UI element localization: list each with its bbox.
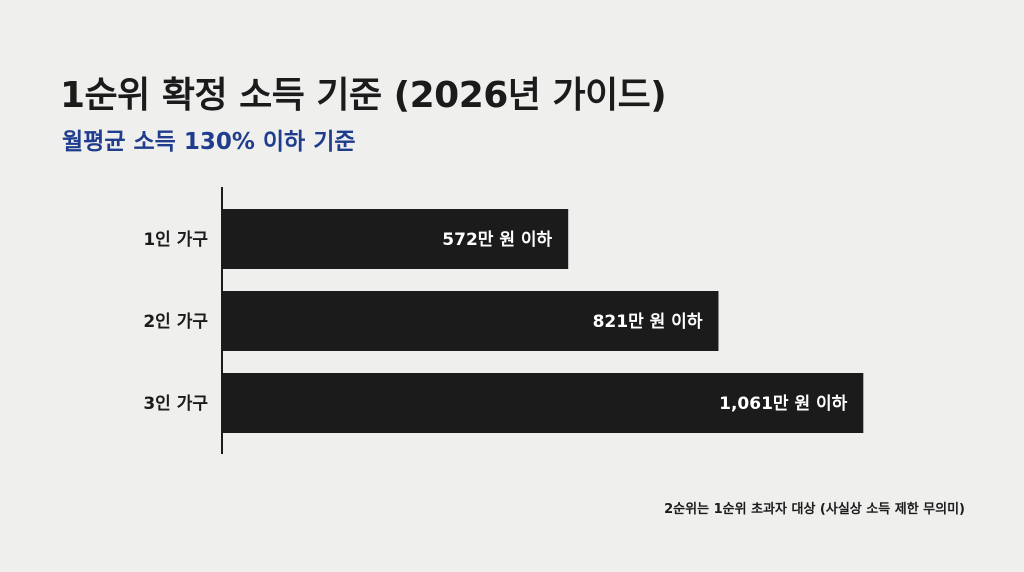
chart-subtitle: 월평균 소득 130% 이하 기준	[62, 129, 356, 155]
chart-title: 1순위 확정 소득 기준 (2026년 가이드)	[60, 75, 667, 116]
bar-3	[223, 373, 864, 433]
bar-value-label: 821만 원 이하	[593, 312, 703, 332]
category-label: 2인 가구	[143, 312, 208, 332]
bar-2	[223, 291, 719, 351]
footnote: 2순위는 1순위 초과자 대상 (사실상 소득 제한 무의미)	[664, 502, 965, 517]
bar-value-label: 1,061만 원 이하	[719, 394, 848, 414]
bar-value-label: 572만 원 이하	[442, 230, 552, 250]
category-label: 3인 가구	[143, 394, 208, 414]
category-label: 1인 가구	[143, 230, 208, 250]
bar-1	[223, 209, 569, 269]
